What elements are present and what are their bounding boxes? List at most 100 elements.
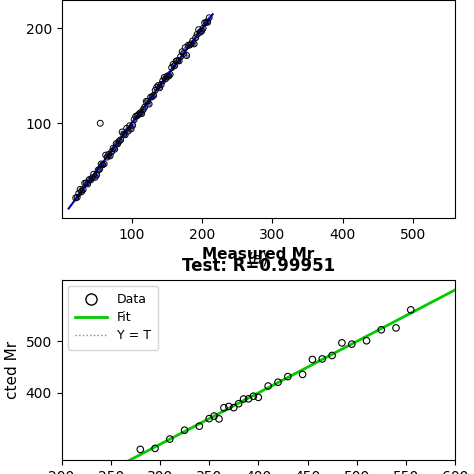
Point <box>115 137 123 145</box>
Point <box>82 179 90 187</box>
Point <box>118 128 126 136</box>
Point <box>168 64 175 72</box>
Point <box>91 173 99 181</box>
Point <box>90 171 98 178</box>
Point <box>235 400 242 408</box>
Point <box>162 75 169 82</box>
Point <box>153 83 161 91</box>
Point <box>151 87 159 94</box>
Point <box>90 171 98 178</box>
Point <box>183 52 191 59</box>
Point <box>93 171 100 179</box>
Point <box>120 130 128 138</box>
Point <box>205 14 213 21</box>
Point <box>142 98 150 105</box>
Point <box>73 193 81 201</box>
Point <box>284 373 292 380</box>
Point <box>115 137 123 145</box>
Point <box>338 339 346 346</box>
Point <box>196 28 204 36</box>
Point <box>157 81 165 88</box>
Point <box>157 81 165 88</box>
Point <box>180 50 187 57</box>
Point <box>141 103 148 111</box>
Point <box>225 403 233 410</box>
Point <box>202 18 210 26</box>
Point <box>72 194 80 202</box>
Point <box>135 110 143 118</box>
Point <box>189 37 196 45</box>
Point <box>201 19 209 27</box>
Point <box>112 140 120 147</box>
Point <box>124 128 132 135</box>
Point <box>171 62 178 70</box>
Point <box>124 128 132 135</box>
Point <box>189 37 196 45</box>
Point <box>160 73 168 81</box>
Point <box>299 371 306 378</box>
Point <box>85 176 93 183</box>
Point <box>142 98 150 105</box>
Point <box>99 161 107 169</box>
Point <box>138 110 146 118</box>
Point <box>79 186 87 193</box>
Point <box>156 84 164 91</box>
Point <box>137 446 144 453</box>
Point <box>111 146 118 153</box>
Point <box>137 109 144 117</box>
Point <box>105 151 112 158</box>
Legend: Data, Fit, Y = T: Data, Fit, Y = T <box>68 286 158 350</box>
Point <box>96 165 103 173</box>
Point <box>139 106 147 113</box>
Point <box>105 151 112 158</box>
Point <box>193 30 201 38</box>
Point <box>141 103 148 111</box>
Point <box>162 75 169 82</box>
Point <box>191 40 198 48</box>
Point <box>182 44 189 51</box>
Point <box>99 161 107 169</box>
Point <box>123 125 130 132</box>
Point <box>200 25 207 32</box>
Point <box>220 404 228 411</box>
Point <box>174 57 182 64</box>
Point <box>75 190 82 197</box>
Point <box>73 193 81 201</box>
Point <box>114 140 121 147</box>
Point <box>88 174 96 182</box>
Point <box>171 62 178 70</box>
Point <box>155 82 162 90</box>
Point <box>128 125 135 133</box>
Point <box>84 180 91 188</box>
Text: (a): (a) <box>248 251 269 266</box>
Point <box>165 73 173 80</box>
Point <box>133 112 141 119</box>
Point <box>195 26 202 33</box>
Point <box>255 393 262 401</box>
Point <box>85 176 93 183</box>
Point <box>121 131 129 138</box>
X-axis label: Measured Mr: Measured Mr <box>202 247 314 262</box>
Point <box>129 121 137 129</box>
Point <box>112 140 120 147</box>
Point <box>93 171 100 179</box>
Point <box>186 41 193 49</box>
Point <box>96 165 103 173</box>
Point <box>150 91 157 99</box>
Point <box>97 160 105 168</box>
Point <box>146 100 153 108</box>
Point <box>76 186 84 193</box>
Point <box>183 52 191 59</box>
Point <box>147 93 155 101</box>
Point <box>128 125 135 133</box>
Point <box>166 71 174 78</box>
Point <box>165 73 173 80</box>
Point <box>94 166 102 174</box>
Point <box>117 136 125 144</box>
Point <box>348 340 356 348</box>
Point <box>103 153 111 161</box>
Point <box>192 34 200 42</box>
Point <box>146 100 153 108</box>
Point <box>196 28 204 36</box>
Point <box>215 415 223 423</box>
